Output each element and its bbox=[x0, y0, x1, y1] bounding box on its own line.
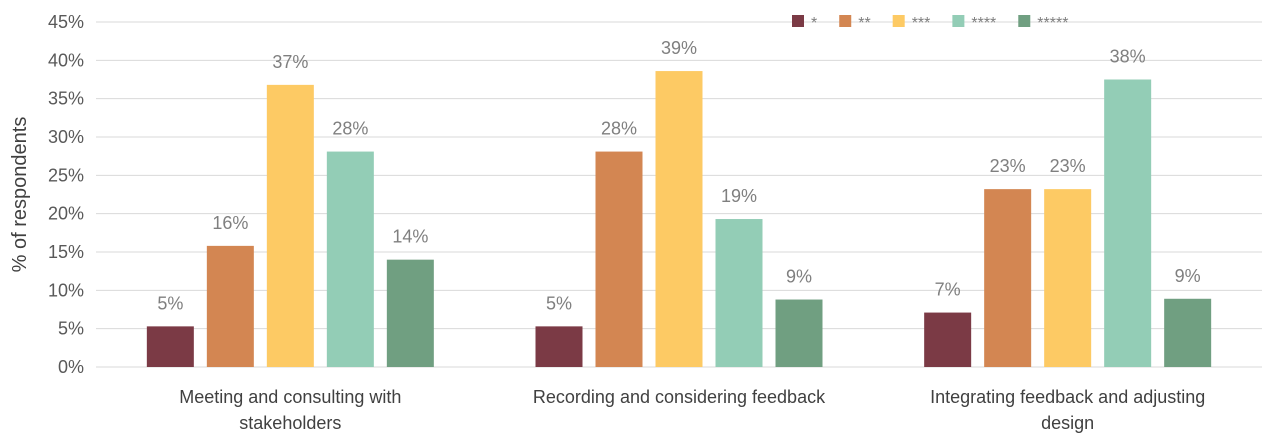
legend-label: * bbox=[811, 15, 817, 32]
category-label: stakeholders bbox=[239, 413, 341, 433]
data-label: 5% bbox=[546, 293, 572, 313]
bar bbox=[146, 326, 194, 367]
y-tick-label: 0% bbox=[58, 357, 84, 377]
data-label: 19% bbox=[721, 186, 757, 206]
y-tick-label: 45% bbox=[48, 12, 84, 32]
y-tick-label: 10% bbox=[48, 280, 84, 300]
legend-label: **** bbox=[971, 15, 996, 32]
y-tick-label: 40% bbox=[48, 50, 84, 70]
bar bbox=[1044, 189, 1092, 367]
data-label: 9% bbox=[786, 267, 812, 287]
bar bbox=[655, 71, 703, 368]
data-label: 28% bbox=[601, 119, 637, 139]
bar bbox=[1104, 79, 1152, 367]
category-label: design bbox=[1041, 413, 1094, 433]
bar bbox=[924, 312, 972, 367]
data-label: 14% bbox=[392, 227, 428, 247]
data-label: 38% bbox=[1110, 47, 1146, 67]
legend-label: ***** bbox=[1037, 15, 1068, 32]
bar bbox=[206, 245, 254, 367]
y-tick-label: 20% bbox=[48, 204, 84, 224]
category-label: Recording and considering feedback bbox=[533, 387, 826, 407]
legend-swatch bbox=[792, 15, 804, 27]
y-tick-label: 25% bbox=[48, 165, 84, 185]
data-label: 7% bbox=[935, 280, 961, 300]
y-tick-label: 5% bbox=[58, 319, 84, 339]
data-label: 16% bbox=[212, 213, 248, 233]
y-tick-label: 30% bbox=[48, 127, 84, 147]
legend-swatch bbox=[839, 15, 852, 27]
bar bbox=[984, 189, 1032, 367]
category-label: Integrating feedback and adjusting bbox=[930, 387, 1205, 407]
bar bbox=[715, 219, 763, 367]
legend-swatch bbox=[1018, 15, 1031, 27]
bar bbox=[1164, 298, 1212, 367]
data-label: 23% bbox=[990, 156, 1026, 176]
bar bbox=[595, 151, 643, 367]
data-label: 39% bbox=[661, 38, 697, 58]
legend-label: ** bbox=[858, 15, 870, 32]
y-tick-label: 35% bbox=[48, 89, 84, 109]
legend-swatch bbox=[892, 15, 905, 27]
data-label: 5% bbox=[157, 293, 183, 313]
y-axis-title: % of respondents bbox=[9, 117, 31, 273]
data-label: 9% bbox=[1175, 266, 1201, 286]
legend-swatch bbox=[952, 15, 965, 27]
bar bbox=[266, 84, 314, 367]
bar bbox=[535, 326, 583, 367]
category-label: Meeting and consulting with bbox=[179, 387, 401, 407]
legend-label: *** bbox=[912, 15, 931, 32]
data-label: 23% bbox=[1050, 156, 1086, 176]
bar bbox=[326, 151, 374, 367]
data-label: 28% bbox=[332, 119, 368, 139]
y-tick-label: 15% bbox=[48, 242, 84, 262]
bar bbox=[386, 259, 434, 367]
data-label: 37% bbox=[272, 52, 308, 72]
bar bbox=[775, 299, 823, 367]
